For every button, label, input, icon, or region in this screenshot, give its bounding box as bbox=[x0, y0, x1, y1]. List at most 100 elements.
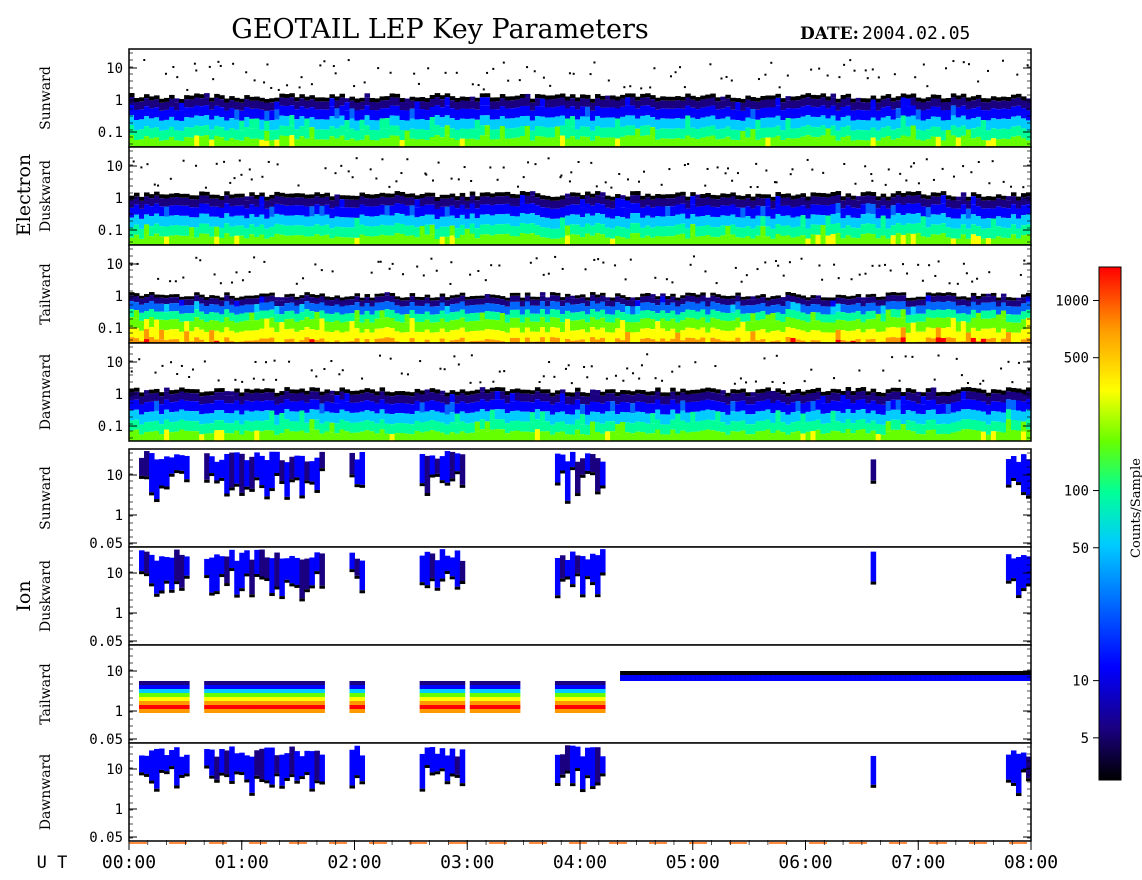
spectrogram-cell bbox=[509, 389, 516, 394]
spectrogram-cell bbox=[209, 206, 215, 217]
spectrogram-cell bbox=[700, 236, 706, 245]
spectrogram-cell bbox=[755, 411, 761, 422]
spectrogram-cell bbox=[444, 226, 451, 237]
spectrogram-cell bbox=[905, 392, 912, 401]
spectrogram-cell bbox=[377, 67, 380, 70]
spectrogram-cell bbox=[574, 204, 581, 215]
spectrogram-cell bbox=[554, 228, 561, 239]
spectrogram-cell bbox=[154, 388, 160, 393]
spectrogram-cell bbox=[640, 195, 646, 200]
spectrogram-cell bbox=[264, 318, 270, 329]
spectrogram-cell bbox=[414, 392, 421, 401]
spectrogram-cell bbox=[615, 328, 621, 339]
spectrogram-cell bbox=[349, 313, 355, 322]
spectrogram-cell bbox=[920, 414, 927, 425]
spectrogram-cell bbox=[895, 100, 902, 109]
spectrogram-cell bbox=[810, 431, 817, 441]
spectrogram-cell bbox=[384, 193, 391, 198]
spectrogram-cell bbox=[549, 317, 556, 328]
spectrogram-cell bbox=[1002, 180, 1005, 183]
spectrogram-cell bbox=[980, 338, 987, 343]
spectrogram-cell bbox=[875, 200, 882, 209]
spectrogram-cell bbox=[880, 117, 887, 128]
spectrogram-cell bbox=[785, 392, 791, 397]
spectrogram-cell bbox=[544, 411, 551, 422]
spectrogram-cell bbox=[790, 394, 796, 403]
spectrogram-cell bbox=[595, 329, 601, 340]
spectrogram-cell bbox=[464, 218, 471, 229]
spectrogram-cell bbox=[229, 96, 235, 101]
spectrogram-cell bbox=[930, 293, 937, 297]
spectrogram-cell bbox=[900, 234, 907, 245]
spectrogram-cell bbox=[850, 298, 857, 305]
spectrogram-cell bbox=[975, 420, 982, 431]
spectrogram-cell bbox=[630, 213, 636, 224]
spectrogram-cell bbox=[449, 422, 456, 433]
spectrogram-cell bbox=[585, 322, 591, 333]
spectrogram-cell bbox=[459, 96, 466, 101]
spectrogram-cell bbox=[840, 228, 847, 239]
spectrogram-cell bbox=[843, 63, 846, 66]
spectrogram-cell bbox=[806, 158, 809, 161]
spectrogram-cell bbox=[880, 225, 887, 236]
spectrogram-cell bbox=[805, 228, 812, 239]
spectrogram-cell bbox=[454, 208, 461, 219]
spectrogram-cell bbox=[630, 395, 636, 404]
spectrogram-cell bbox=[489, 205, 496, 216]
spectrogram-cell bbox=[962, 262, 965, 265]
spectrogram-cell bbox=[299, 106, 305, 117]
spectrogram-cell bbox=[895, 195, 902, 204]
spectrogram-cell bbox=[680, 340, 686, 343]
spectrogram-cell bbox=[935, 414, 942, 425]
spectrogram-cell bbox=[1010, 192, 1017, 197]
spectrogram-cell bbox=[294, 331, 300, 342]
spectrogram-cell bbox=[564, 235, 571, 245]
spectrogram-cell bbox=[695, 97, 701, 102]
spectrogram-cell bbox=[304, 327, 310, 338]
spectrogram-cell bbox=[469, 108, 476, 119]
spectrogram-cell bbox=[610, 107, 616, 118]
spectrogram-cell bbox=[249, 389, 255, 394]
spectrogram-cell bbox=[489, 319, 496, 330]
spectrogram-cell bbox=[805, 105, 812, 116]
spectrogram-cell bbox=[269, 337, 275, 343]
spectrogram-cell bbox=[730, 119, 736, 130]
spectrogram-cell bbox=[895, 118, 902, 129]
spectrogram-cell bbox=[795, 226, 801, 237]
spectrogram-cell bbox=[314, 214, 320, 225]
spectrogram-cell bbox=[424, 98, 431, 103]
spectrogram-cell bbox=[780, 235, 786, 245]
spectrogram-cell bbox=[534, 419, 541, 430]
spectrogram-cell bbox=[709, 63, 712, 66]
spectrogram-cell bbox=[875, 208, 882, 219]
spectrogram-cell bbox=[469, 191, 476, 196]
spectrogram-cell bbox=[359, 139, 366, 147]
spectrogram-cell bbox=[209, 216, 215, 227]
spectrogram-cell bbox=[199, 191, 205, 196]
spectrogram-cell bbox=[139, 228, 145, 239]
spectrogram-cell bbox=[720, 96, 726, 101]
spectrogram-cell bbox=[384, 395, 391, 404]
spectrogram-cell bbox=[310, 83, 313, 86]
spectrogram-cell bbox=[489, 391, 496, 400]
spectrogram-cell bbox=[134, 296, 140, 303]
spectrogram-cell bbox=[945, 207, 952, 218]
spectrogram-cell bbox=[780, 197, 786, 206]
spectrogram-cell bbox=[494, 298, 501, 305]
spectrogram-cell bbox=[132, 160, 135, 163]
spectrogram-cell bbox=[750, 228, 756, 239]
spectrogram-cell bbox=[359, 332, 366, 343]
spectrogram-cell bbox=[1020, 215, 1027, 226]
spectrogram-cell bbox=[299, 235, 305, 245]
spectrogram-cell bbox=[630, 413, 636, 424]
spectrogram-cell bbox=[965, 322, 972, 333]
spectrogram-cell bbox=[775, 410, 781, 421]
spectrogram-cell bbox=[915, 203, 922, 214]
spectrogram-cell bbox=[199, 303, 205, 312]
spectrogram-cell bbox=[359, 97, 366, 102]
spectrogram-cell bbox=[174, 297, 180, 304]
spectrogram-cell bbox=[865, 413, 872, 424]
spectrogram-cell bbox=[549, 95, 556, 100]
spectrogram-cell bbox=[454, 294, 461, 298]
spectrogram-cell bbox=[334, 226, 340, 237]
